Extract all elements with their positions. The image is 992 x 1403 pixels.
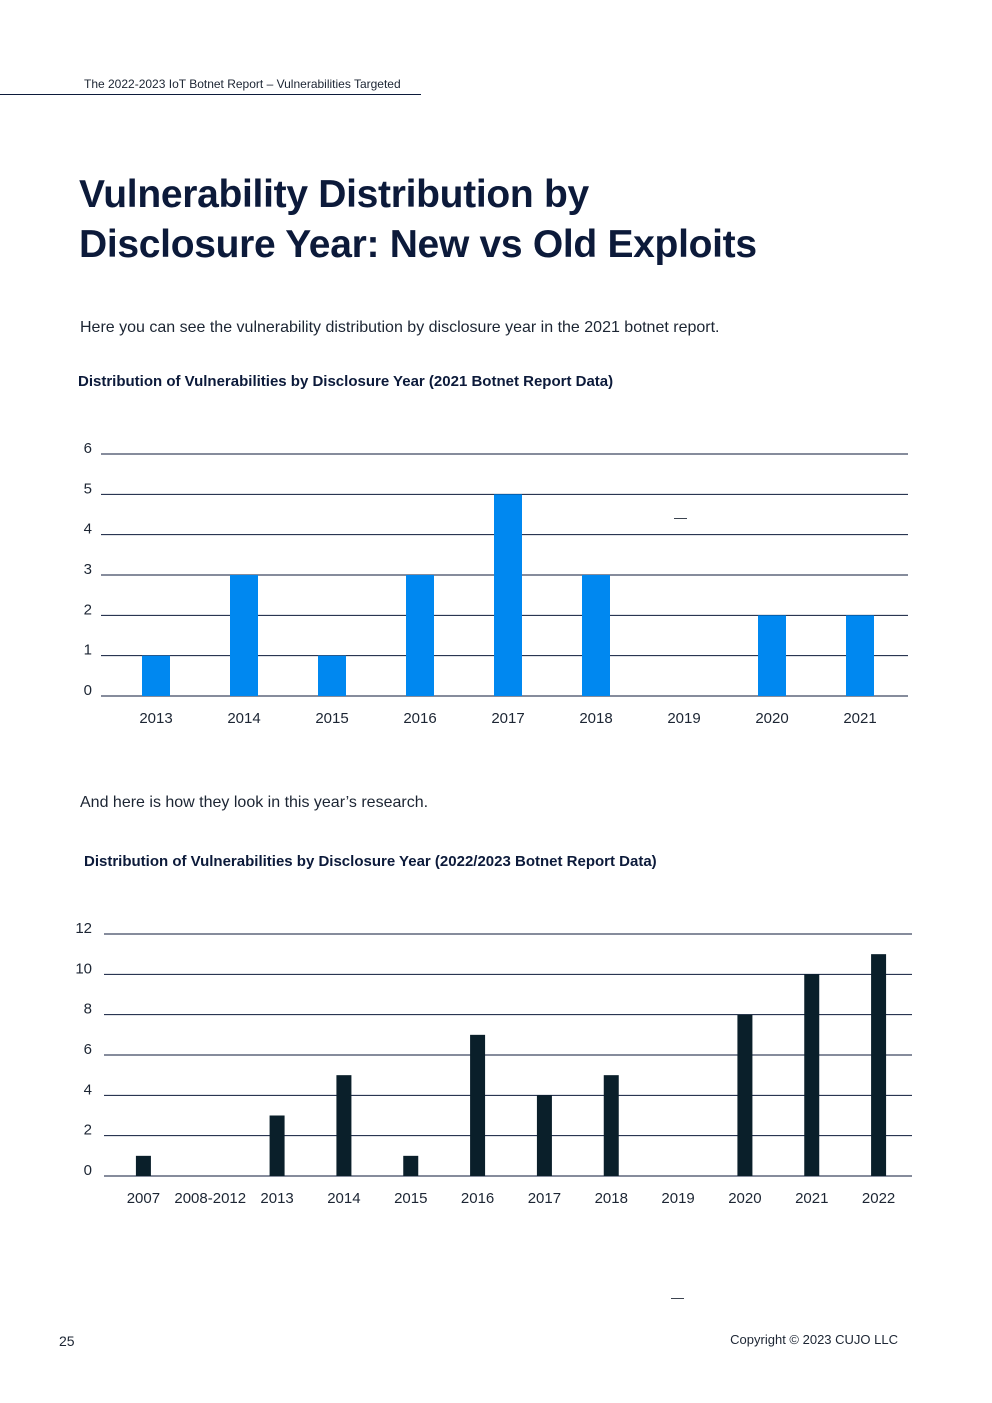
chart1-x-tick-label: 2016	[403, 710, 436, 727]
copyright-notice: Copyright © 2023 CUJO LLC	[730, 1332, 898, 1347]
chart1-bar-2016	[406, 575, 434, 696]
chart2-x-tick-label: 2018	[595, 1190, 628, 1207]
chart1-bar-2017	[494, 494, 522, 696]
chart2-x-tick-label: 2015	[394, 1190, 427, 1207]
chart2-bar-2022	[871, 954, 887, 1176]
chart1-y-tick-label: 0	[84, 682, 92, 699]
chart2-x-tick-label: 2016	[461, 1190, 494, 1207]
chart2-x-tick-label: 2014	[327, 1190, 360, 1207]
page-number: 25	[59, 1333, 75, 1349]
chart2-x-tick-label: 2013	[260, 1190, 293, 1207]
chart2-bar-2016	[470, 1034, 486, 1176]
chart2-x-tick-label: 2017	[528, 1190, 561, 1207]
chart1-bar-2013	[142, 655, 170, 696]
chart2-bar-2018	[603, 1075, 619, 1176]
chart2-svg: 0 2 4 6 8 10 12 2007 2008-2012 2013 2014 2015 2016 20…	[75, 920, 912, 1207]
chart1-x-tick-label: 2020	[755, 710, 788, 727]
chart2-y-tick-label: 6	[84, 1041, 92, 1058]
chart2-title: Distribution of Vulnerabilities by Discl…	[84, 853, 657, 870]
chart1-x-tick-label: 2013	[139, 710, 172, 727]
chart2-bar-2007	[135, 1155, 151, 1176]
chart2-x-tick-label: 2020	[728, 1190, 761, 1207]
chart1-bar-2018	[582, 575, 610, 696]
stray-dash-1: —	[674, 510, 687, 525]
chart2-bar-2020	[737, 1014, 753, 1176]
chart1-x-tick-label: 2019	[667, 710, 700, 727]
chart2-x-tick-label: 2019	[661, 1190, 694, 1207]
chart2-y-tick-label: 8	[84, 1001, 92, 1018]
chart1-x-tick-label: 2015	[315, 710, 348, 727]
stray-dash-2: —	[671, 1290, 684, 1305]
chart1-y-tick-label: 1	[84, 642, 92, 659]
chart1-y-tick-label: 2	[84, 601, 92, 618]
chart1-x-tick-label: 2021	[843, 710, 876, 727]
chart2-y-tick-label: 10	[75, 960, 92, 977]
chart2-y-tick-label: 12	[75, 920, 92, 937]
chart2-x-tick-label: 2022	[862, 1190, 895, 1207]
chart1-x-tick-label: 2017	[491, 710, 524, 727]
chart1-y-tick-label: 4	[84, 521, 92, 538]
chart2-bar-2014	[336, 1075, 352, 1176]
chart1-y-tick-label: 5	[84, 480, 92, 497]
chart2-bar-2013	[269, 1115, 285, 1176]
chart2-x-tick-label: 2008-2012	[174, 1190, 246, 1207]
chart2-y-tick-label: 4	[84, 1081, 92, 1098]
chart1-x-tick-label: 2014	[227, 710, 260, 727]
chart1-x-tick-label: 2018	[579, 710, 612, 727]
chart2-bar-2015	[403, 1155, 419, 1176]
intro-paragraph: Here you can see the vulnerability distr…	[80, 319, 720, 336]
chart2-y-tick-label: 2	[84, 1122, 92, 1139]
chart2-x-tick-label: 2021	[795, 1190, 828, 1207]
chart1-bar-2021	[846, 615, 874, 696]
running-header-text: The 2022-2023 IoT Botnet Report – Vulner…	[84, 77, 401, 91]
chart1-bar-2014	[230, 575, 258, 696]
page-title: Vulnerability Distribution by Disclosure…	[79, 170, 757, 270]
chart1-title: Distribution of Vulnerabilities by Discl…	[78, 373, 614, 390]
chart1-y-tick-label: 3	[84, 561, 92, 578]
chart2-bar-2021	[804, 974, 820, 1176]
transition-paragraph: And here is how they look in this year’s…	[80, 794, 429, 811]
running-header: The 2022-2023 IoT Botnet Report – Vulner…	[0, 76, 421, 95]
page-title-line-1: Vulnerability Distribution by	[79, 173, 589, 216]
chart2-bar-2017	[536, 1095, 552, 1176]
chart2-y-tick-label: 0	[84, 1162, 92, 1179]
chart1-svg: 0 1 2 3 4 5 6 2013 2014 2015 2016 2017 2018 2019 2020 2…	[84, 440, 908, 727]
page-title-line-2: Disclosure Year: New vs Old Exploits	[79, 223, 757, 266]
chart1-bar-2020	[758, 615, 786, 696]
chart1-bar-2015	[318, 655, 346, 696]
chart2-x-tick-label: 2007	[127, 1190, 160, 1207]
chart1-y-tick-label: 6	[84, 440, 92, 457]
